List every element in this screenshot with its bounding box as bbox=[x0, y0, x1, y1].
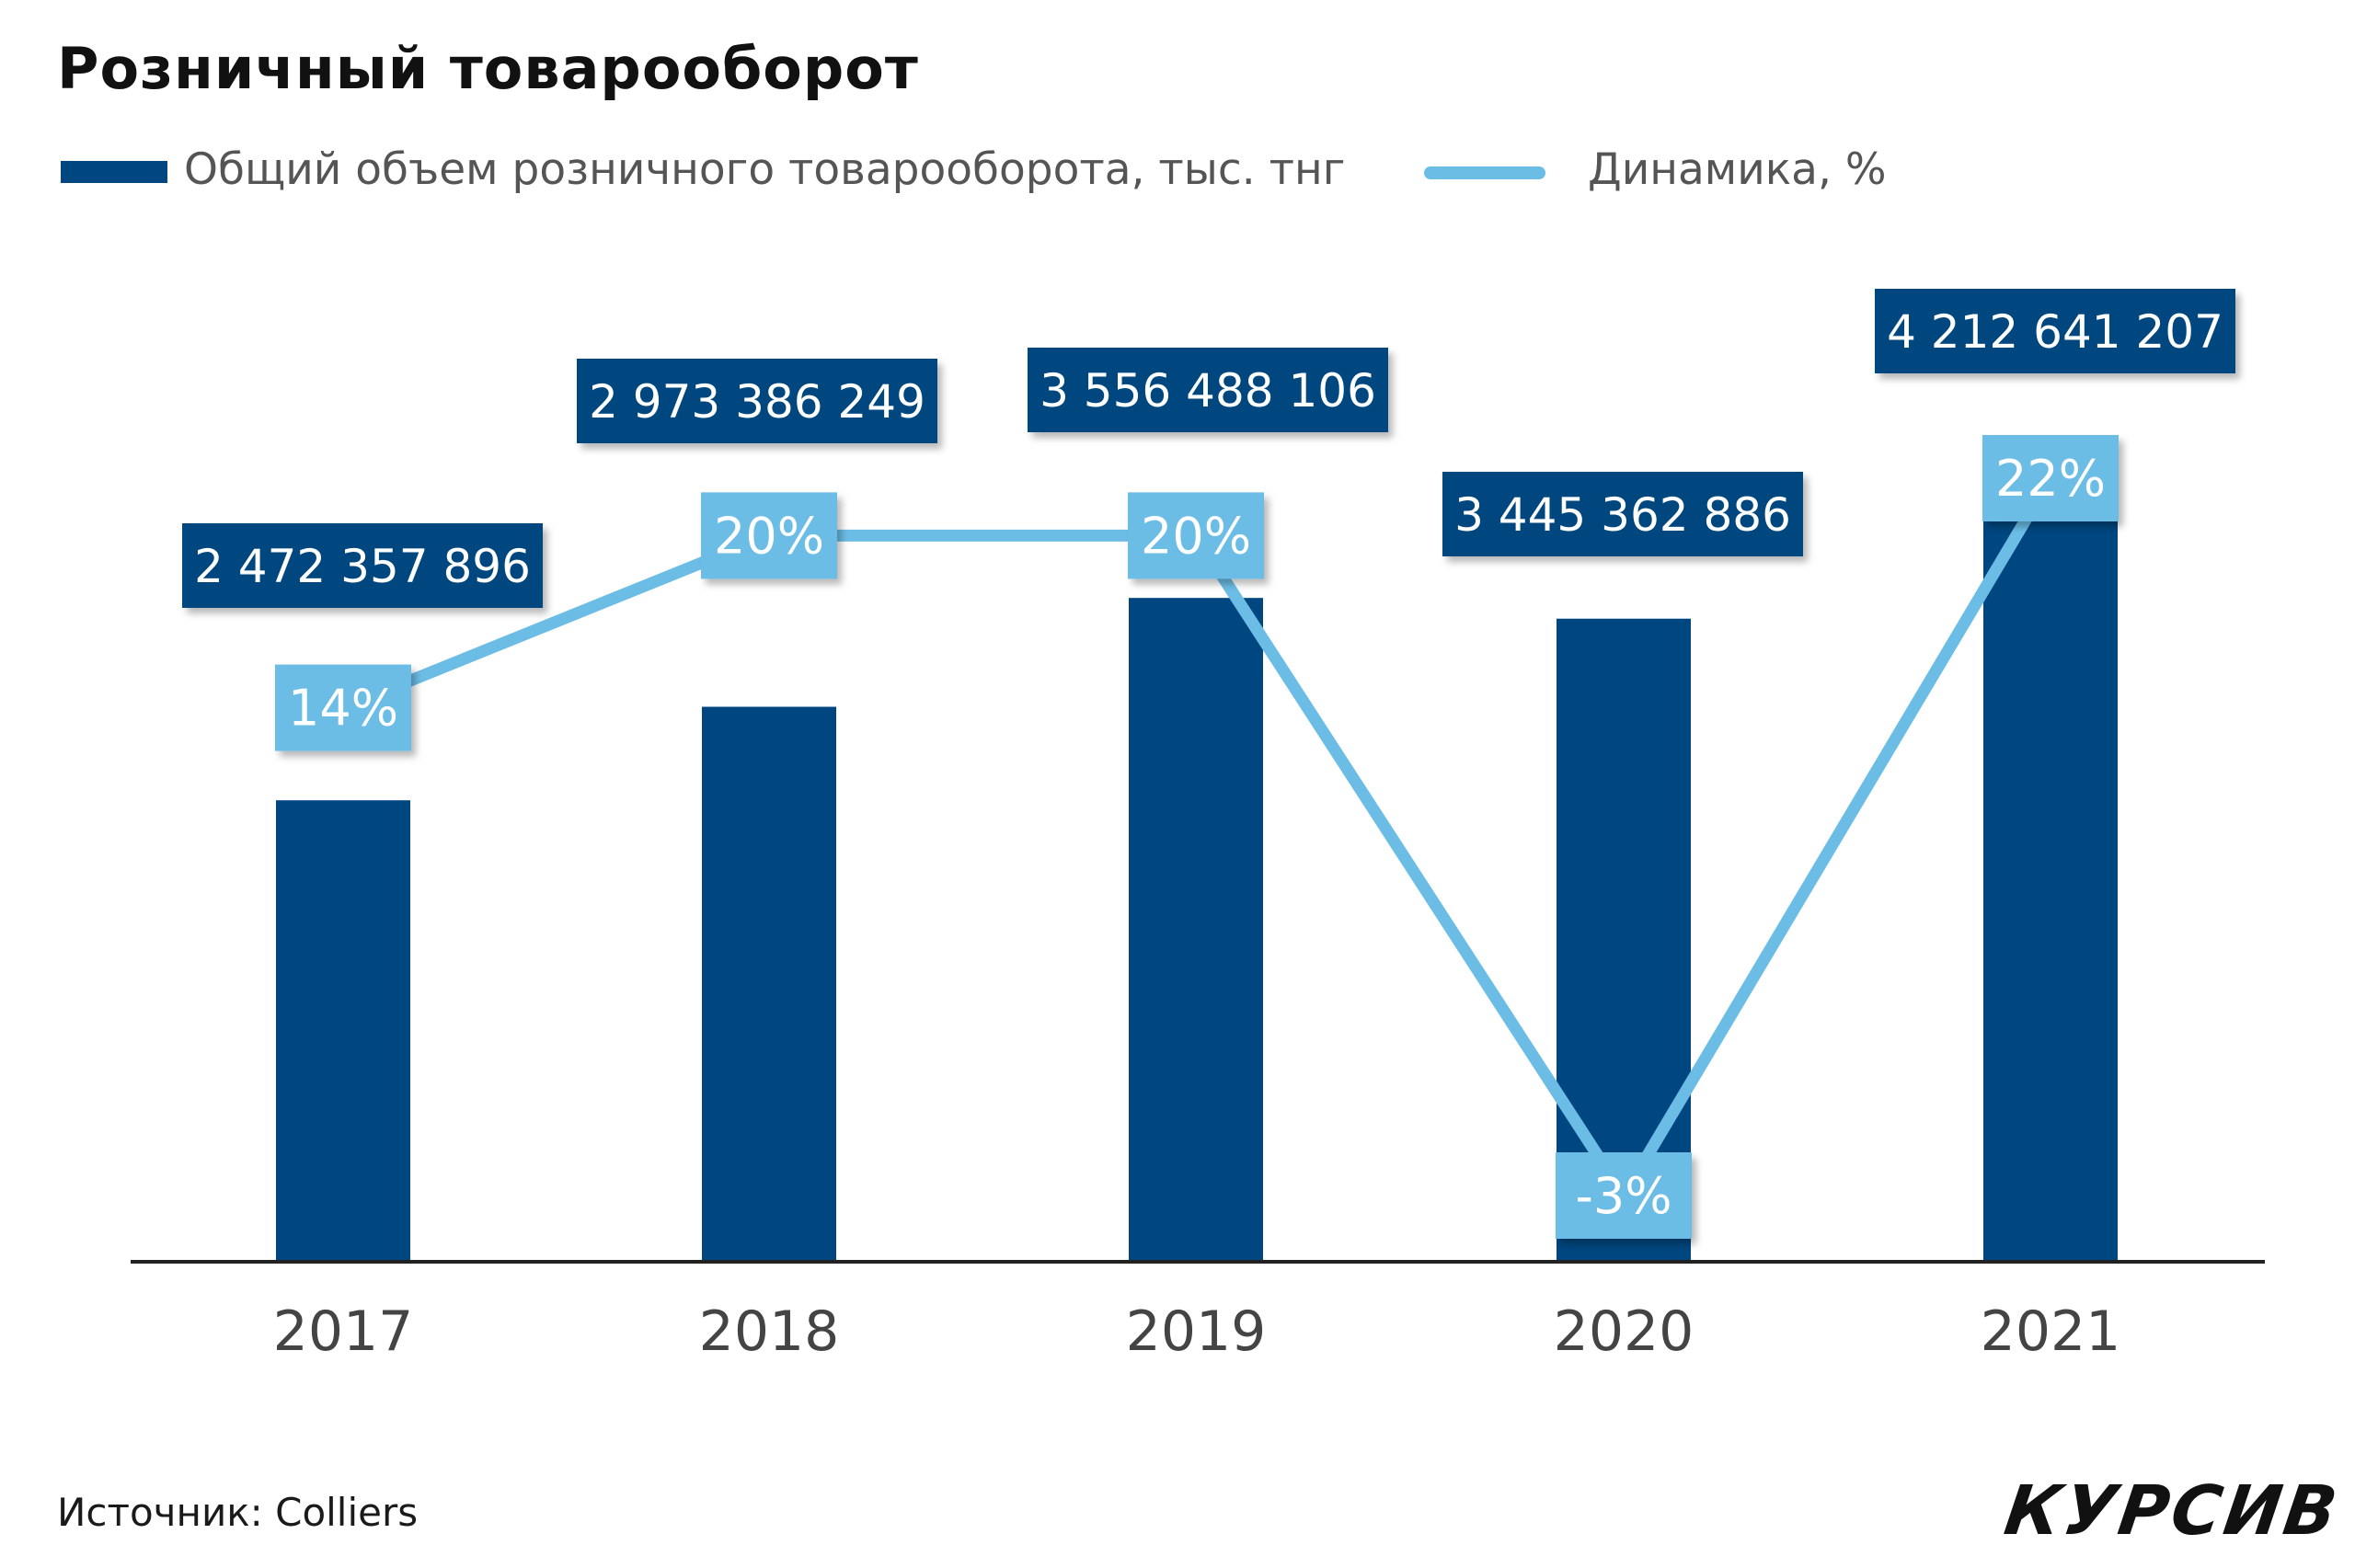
legend-line-label: Динамика, % bbox=[1588, 144, 1887, 195]
bar-2019 bbox=[1129, 598, 1263, 1262]
bar-label-box-2017 bbox=[182, 523, 543, 608]
dynamics-label-box-2020 bbox=[1556, 1152, 1692, 1239]
bar-label-2019: 3 556 488 106 bbox=[1040, 364, 1376, 418]
legend-bar-label: Общий объем розничного товарооборота, ты… bbox=[184, 144, 1346, 195]
logo: КУРСИВ bbox=[1999, 1471, 2345, 1551]
bar-label-box-2020 bbox=[1442, 472, 1803, 556]
dynamics-label-box-2021 bbox=[1982, 435, 2119, 521]
bar-label-2021: 4 212 641 207 bbox=[1887, 305, 2223, 359]
dynamics-label-2019: 20% bbox=[1141, 507, 1251, 565]
bar-label-2020: 3 445 362 886 bbox=[1454, 488, 1791, 542]
dynamics-label-2020: -3% bbox=[1575, 1167, 1671, 1225]
dynamics-label-box-2017 bbox=[275, 664, 411, 751]
bar-label-2017: 2 472 357 896 bbox=[194, 540, 531, 593]
x-tick-label-2020: 2020 bbox=[1554, 1299, 1694, 1364]
x-tick-label-2019: 2019 bbox=[1126, 1299, 1267, 1364]
bar-label-2018: 2 973 386 249 bbox=[589, 375, 925, 429]
bar-label-box-2019 bbox=[1028, 348, 1388, 432]
dynamics-label-box-2018 bbox=[701, 492, 837, 579]
bar-2018 bbox=[702, 706, 836, 1262]
legend-line-swatch bbox=[1424, 166, 1545, 179]
bar-2017 bbox=[276, 800, 410, 1262]
chart-title: Розничный товарооборот bbox=[57, 35, 919, 102]
source-note: Источник: Colliers bbox=[57, 1490, 419, 1535]
x-tick-label-2021: 2021 bbox=[1981, 1299, 2121, 1364]
dynamics-label-2017: 14% bbox=[288, 680, 398, 738]
x-tick-label-2018: 2018 bbox=[699, 1299, 840, 1364]
x-tick-label-2017: 2017 bbox=[273, 1299, 414, 1364]
dynamics-label-2018: 20% bbox=[714, 507, 824, 565]
bar-label-box-2021 bbox=[1875, 289, 2235, 373]
dynamics-label-box-2019 bbox=[1128, 492, 1264, 579]
bar-2021 bbox=[1983, 475, 2118, 1262]
dynamics-label-2021: 22% bbox=[1995, 450, 2106, 508]
bar-label-box-2018 bbox=[577, 359, 937, 443]
legend-bar-swatch bbox=[61, 161, 167, 183]
